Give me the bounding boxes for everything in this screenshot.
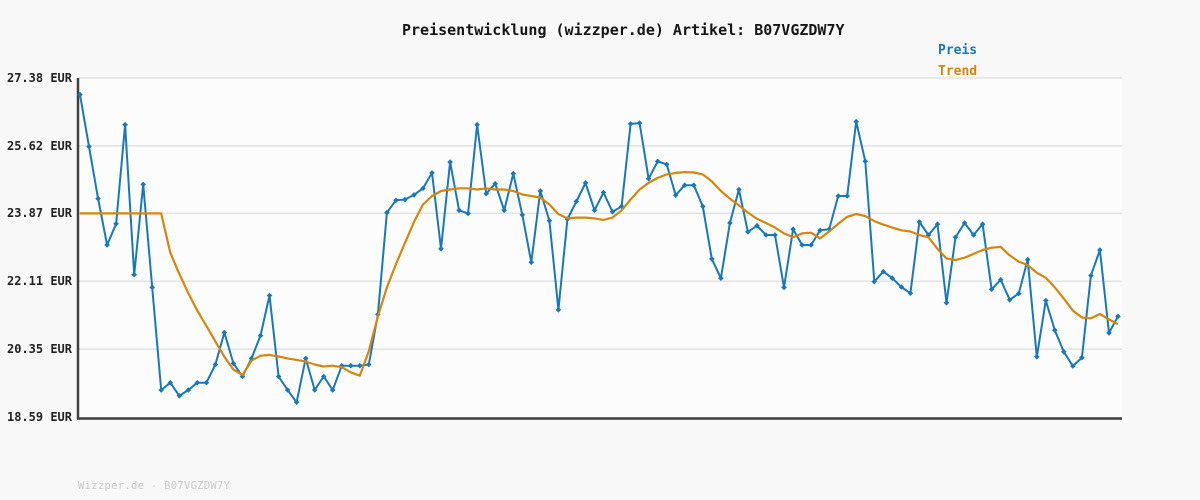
y-axis-labels: 27.38 EUR 25.62 EUR 23.87 EUR 22.11 EUR 20.3…	[0, 0, 72, 500]
legend-item-preis: Preis	[938, 43, 978, 58]
legend-item-trend: Trend	[938, 64, 978, 79]
y-axis-tick-label: 20.35 EUR	[6, 342, 72, 357]
y-axis-tick-label: 22.11 EUR	[6, 274, 72, 289]
y-axis-tick-label: 23.87 EUR	[6, 206, 72, 221]
trend-line	[80, 171, 1119, 377]
chart-title: Preisentwicklung (wizzper.de) Artikel: B…	[402, 21, 845, 39]
y-axis-tick-label: 27.38 EUR	[6, 71, 72, 85]
preis-line	[79, 94, 1119, 404]
y-axis-tick-label: 18.59 EUR	[6, 410, 72, 424]
watermark-text: Wizzper.de - B07VGZDW7Y	[78, 480, 231, 492]
chart-legend: Preis Trend	[938, 40, 977, 82]
y-axis-tick-label: 25.62 EUR	[6, 138, 72, 153]
